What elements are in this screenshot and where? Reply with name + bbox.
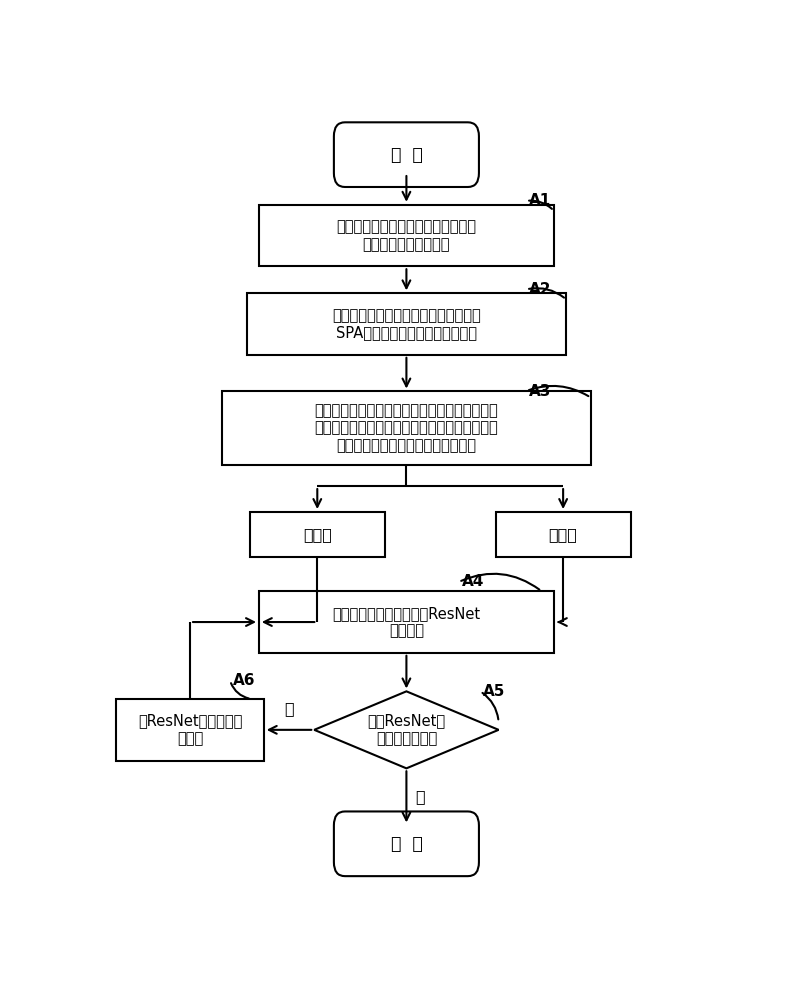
Bar	[250, 512, 385, 557]
Text: 开  始: 开 始	[390, 146, 423, 164]
Text: A3: A3	[530, 384, 552, 399]
FancyBboxPatch shape	[334, 122, 479, 187]
Text: 对滚动轴承故障振动信号进行采样处
理，得到若干信号样本: 对滚动轴承故障振动信号进行采样处 理，得到若干信号样本	[336, 219, 477, 252]
Text: 训练集: 训练集	[303, 527, 331, 542]
Text: 将获取的彩色图谱输入到ResNet
网络模型: 将获取的彩色图谱输入到ResNet 网络模型	[332, 606, 481, 638]
Text: 对于训练集和验证集中每个信号样本，基于信号
样本原始项及相应的趋势项和去趋势项构建彩色
图三通道矩阵，得到相应的彩色图谱: 对于训练集和验证集中每个信号样本，基于信号 样本原始项及相应的趋势项和去趋势项构…	[315, 403, 498, 453]
Bar	[259, 205, 554, 266]
Bar	[222, 391, 591, 465]
Text: A2: A2	[530, 282, 552, 297]
Bar	[496, 512, 630, 557]
Text: 验证集: 验证集	[549, 527, 577, 542]
Bar	[259, 591, 554, 653]
Text: A6: A6	[233, 673, 255, 688]
Text: 否: 否	[284, 701, 294, 716]
Text: A1: A1	[530, 193, 552, 208]
Text: A4: A4	[462, 574, 484, 589]
Text: 结  束: 结 束	[390, 835, 423, 853]
Bar	[117, 699, 264, 761]
Polygon shape	[314, 691, 499, 768]
Bar	[247, 293, 566, 355]
Text: 是: 是	[416, 789, 425, 804]
Text: 对ResNet网络模型进
行优化: 对ResNet网络模型进 行优化	[138, 714, 243, 746]
FancyBboxPatch shape	[334, 811, 479, 876]
Text: 将训练集和验证集中每个信号样本采用
SPA方法分解为趋势项和去趋势项: 将训练集和验证集中每个信号样本采用 SPA方法分解为趋势项和去趋势项	[332, 308, 481, 340]
Text: A5: A5	[483, 684, 506, 699]
Text: 判断ResNet网
络模型是否收敛: 判断ResNet网 络模型是否收敛	[367, 714, 446, 746]
